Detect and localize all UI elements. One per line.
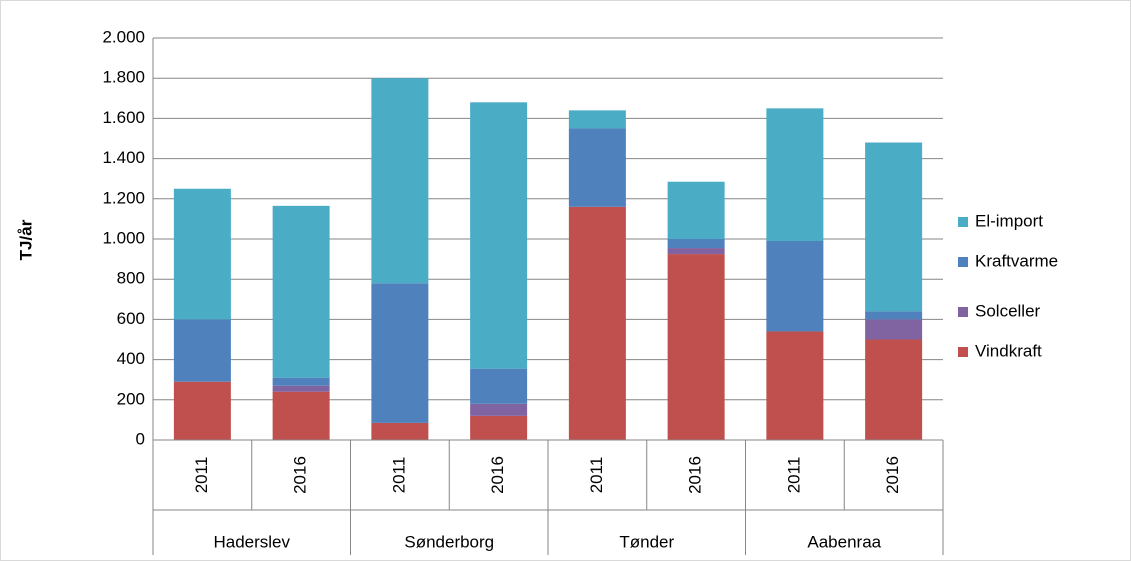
- y-tick-label: 200: [117, 389, 145, 408]
- y-tick-label: 1.600: [102, 108, 145, 127]
- y-tick-label: 0: [136, 429, 145, 448]
- bar-segment: [272, 377, 330, 386]
- legend-label: Kraftvarme: [975, 251, 1058, 270]
- bar-segment: [667, 248, 725, 255]
- bar-segment: [371, 78, 429, 284]
- x-tick-label: 2016: [686, 456, 705, 494]
- y-tick-label: 600: [117, 309, 145, 328]
- bar-segment: [371, 283, 429, 423]
- bar-segment: [272, 205, 330, 378]
- y-tick-label: 2.000: [102, 27, 145, 46]
- group-label: Haderslev: [213, 532, 290, 551]
- bar-segment: [865, 339, 923, 440]
- legend-label: Solceller: [975, 301, 1041, 320]
- legend-label: Vindkraft: [975, 341, 1042, 360]
- bar-segment: [667, 239, 725, 249]
- bar-segment: [568, 206, 626, 440]
- y-tick-label: 400: [117, 349, 145, 368]
- bar-segment: [470, 415, 528, 440]
- legend-swatch: [958, 217, 968, 227]
- bar-segment: [667, 181, 725, 239]
- x-tick-label: 2011: [389, 457, 408, 494]
- bar-segment: [470, 403, 528, 416]
- bar-segment: [766, 331, 824, 440]
- bar-segment: [470, 368, 528, 404]
- y-tick-label: 800: [117, 269, 145, 288]
- bar-segment: [173, 381, 231, 440]
- x-tick-label: 2011: [587, 457, 606, 494]
- group-label: Tønder: [619, 532, 674, 551]
- y-tick-label: 1.000: [102, 228, 145, 247]
- legend-label: El-import: [975, 211, 1043, 230]
- group-label: Sønderborg: [404, 532, 494, 551]
- bar-segment: [173, 188, 231, 320]
- x-tick-label: 2011: [192, 457, 211, 494]
- y-axis-label: TJ/år: [16, 219, 35, 260]
- x-tick-label: 2016: [883, 456, 902, 494]
- bar-segment: [766, 241, 824, 332]
- bar-segment: [272, 385, 330, 392]
- y-tick-label: 1.200: [102, 188, 145, 207]
- group-label: Aabenraa: [807, 532, 881, 551]
- bar-segment: [272, 391, 330, 440]
- x-tick-label: 2016: [488, 456, 507, 494]
- x-tick-label: 2016: [291, 456, 310, 494]
- bar-segment: [470, 102, 528, 369]
- legend-swatch: [958, 257, 968, 267]
- bar-segment: [865, 319, 923, 340]
- x-tick-label: 2011: [784, 457, 803, 494]
- legend-swatch: [958, 347, 968, 357]
- y-tick-label: 1.400: [102, 148, 145, 167]
- bar-segment: [667, 254, 725, 440]
- bar-segment: [865, 311, 923, 320]
- y-tick-label: 1.800: [102, 68, 145, 87]
- legend-swatch: [958, 307, 968, 317]
- bar-segment: [371, 422, 429, 440]
- bar-segment: [865, 142, 923, 312]
- bar-segment: [173, 319, 231, 382]
- bar-segment: [568, 110, 626, 129]
- bar-segment: [568, 128, 626, 207]
- bar-segment: [766, 108, 824, 242]
